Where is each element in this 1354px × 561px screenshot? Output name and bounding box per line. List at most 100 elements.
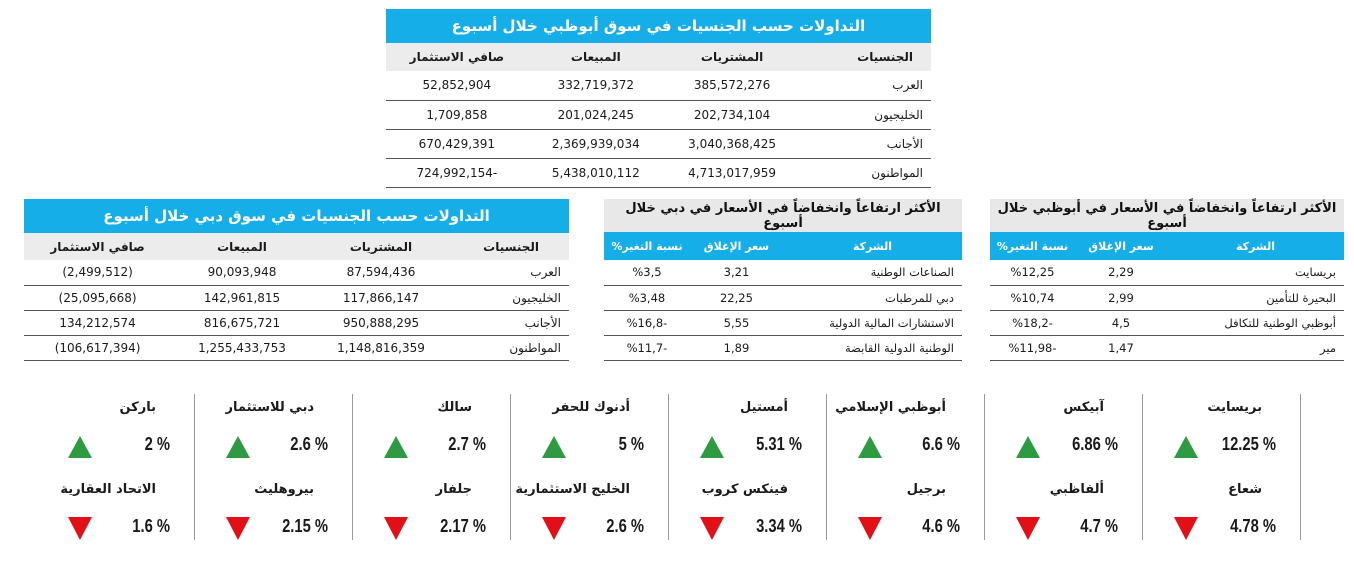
table-row: الخليجيون 202,734,104 201,024,245 1,709,… xyxy=(386,100,931,130)
nationality-cell: العرب xyxy=(800,71,931,101)
triangle-up-icon xyxy=(384,436,408,458)
loser-item: شعاع 4.78 % xyxy=(1142,476,1300,554)
stock-name: أمستيل xyxy=(740,400,788,415)
header-change-pct: نسبة التغير% xyxy=(611,239,683,253)
stock-change: 4.7 % xyxy=(1080,516,1118,536)
table-row: أبوظبي الوطنية للتكافل 4,5 %18,2- xyxy=(990,310,1344,336)
stock-name: فينكس كروب xyxy=(701,482,788,497)
stock-change: 2.7 % xyxy=(448,434,486,454)
close-price-cell: 2,29 xyxy=(1074,260,1167,286)
loser-item: الخليج الاستثمارية 2.6 % xyxy=(510,476,668,554)
stock-name: بريسايت xyxy=(1207,400,1262,415)
stock-name: آبيكس xyxy=(1063,400,1104,415)
close-price-cell: 1,47 xyxy=(1074,335,1167,361)
sales-cell: 142,961,815 xyxy=(171,285,313,311)
nationality-cell: العرب xyxy=(449,260,569,286)
stock-change: 2.15 % xyxy=(282,516,328,536)
change-cell: %10,74 xyxy=(990,285,1075,311)
company-cell: بريسايت xyxy=(1167,260,1344,286)
stock-change: 1.6 % xyxy=(132,516,170,536)
triangle-down-icon xyxy=(1016,517,1040,540)
gainer-item: أدنوك للحفر 5 % xyxy=(510,394,668,472)
stock-change: 2.6 % xyxy=(290,434,328,454)
company-cell: أبوظبي الوطنية للتكافل xyxy=(1167,310,1344,336)
header-close-price: سعر الإغلاق xyxy=(703,239,770,253)
dubai-movers-title: الأكثر ارتفاعاً وانخفاضاً في الأسعار في … xyxy=(604,199,962,232)
triangle-up-icon xyxy=(542,436,566,458)
close-price-cell: 2,99 xyxy=(1074,285,1167,311)
company-cell: الوطنية الدولية القابضة xyxy=(783,335,962,361)
stock-change: 4.78 % xyxy=(1230,516,1276,536)
table-row: العرب 87,594,436 90,093,948 (2,499,512) xyxy=(24,260,569,286)
stock-name: سالك xyxy=(437,400,472,415)
company-cell: البحيرة للتأمين xyxy=(1167,285,1344,311)
net-cell: 52,852,904 xyxy=(386,71,528,101)
ad-movers-title: الأكثر ارتفاعاً وانخفاضاً في الأسعار في … xyxy=(990,199,1344,232)
table-row: الأجانب 950,888,295 816,675,721 134,212,… xyxy=(24,310,569,336)
triangle-down-icon xyxy=(384,517,408,540)
net-cell: 724,992,154- xyxy=(386,158,528,188)
header-purchases: المشتريات xyxy=(349,239,413,254)
sales-cell: 2,369,939,034 xyxy=(527,129,664,159)
net-cell: (2,499,512) xyxy=(24,260,172,286)
purchases-cell: 950,888,295 xyxy=(312,310,450,336)
dubai-movers-grid: الشركة سعر الإغلاق نسبة التغير% الصناعات… xyxy=(604,232,962,361)
header-company: الشركة xyxy=(852,239,892,253)
triangle-down-icon xyxy=(68,517,92,540)
table-row: العرب 385,572,276 332,719,372 52,852,904 xyxy=(386,71,931,101)
header-close-price: سعر الإغلاق xyxy=(1088,239,1154,253)
triangle-up-icon xyxy=(700,436,724,458)
loser-item: برجيل 4.6 % xyxy=(826,476,984,554)
sales-cell: 201,024,245 xyxy=(527,100,664,130)
sales-cell: 332,719,372 xyxy=(527,71,664,101)
header-change-pct: نسبة التغير% xyxy=(996,239,1069,253)
nationality-cell: الأجانب xyxy=(800,129,931,159)
gainer-item: باركن 2 % xyxy=(36,394,194,472)
purchases-cell: 117,866,147 xyxy=(312,285,450,311)
nationality-cell: الأجانب xyxy=(449,310,569,336)
stock-name: الخليج الاستثمارية xyxy=(515,482,630,497)
purchases-cell: 4,713,017,959 xyxy=(663,158,801,188)
stock-change: 2.17 % xyxy=(440,516,486,536)
ad-movers-grid: الشركة سعر الإغلاق نسبة التغير% بريسايت … xyxy=(990,232,1344,361)
table-row: الخليجيون 117,866,147 142,961,815 (25,09… xyxy=(24,285,569,311)
header-net-investment: صافي الاستثمار xyxy=(409,50,505,64)
net-cell: 134,212,574 xyxy=(24,310,172,336)
grid-divider xyxy=(984,394,985,540)
gainer-item: أبوظبي الإسلامي 6.6 % xyxy=(826,394,984,472)
dubai-movers-table: الأكثر ارتفاعاً وانخفاضاً في الأسعار في … xyxy=(604,199,962,361)
gainer-item: دبي للاستثمار 2.6 % xyxy=(194,394,352,472)
stock-change: 3.34 % xyxy=(756,516,802,536)
stock-name: جلفار xyxy=(435,482,472,497)
purchases-cell: 1,148,816,359 xyxy=(312,335,450,361)
close-price-cell: 1,89 xyxy=(689,335,783,361)
change-cell: %3,48 xyxy=(604,285,690,311)
purchases-cell: 87,594,436 xyxy=(312,260,450,286)
loser-item: بيروهليث 2.15 % xyxy=(194,476,352,554)
stock-change: 6.6 % xyxy=(922,434,960,454)
close-price-cell: 4,5 xyxy=(1074,310,1167,336)
triangle-down-icon xyxy=(700,517,724,540)
stock-change: 2.6 % xyxy=(606,516,644,536)
table-row: الأجانب 3,040,368,425 2,369,939,034 670,… xyxy=(386,129,931,159)
change-cell: %3,5 xyxy=(604,260,690,286)
triangle-up-icon xyxy=(1016,436,1040,458)
triangle-down-icon xyxy=(1174,517,1198,540)
table-row: الوطنية الدولية القابضة 1,89 %11,7- xyxy=(604,335,962,361)
net-cell: (106,617,394) xyxy=(24,335,172,361)
grid-divider xyxy=(826,394,827,540)
stock-name: دبي للاستثمار xyxy=(225,400,314,415)
ad-movers-table: الأكثر ارتفاعاً وانخفاضاً في الأسعار في … xyxy=(990,199,1344,361)
close-price-cell: 3,21 xyxy=(689,260,783,286)
stock-name: أبوظبي الإسلامي xyxy=(835,400,946,415)
header-company: الشركة xyxy=(1235,239,1275,253)
header-sales: المبيعات xyxy=(217,239,267,254)
header-nationalities: الجنسيات xyxy=(857,50,913,64)
header-sales: المبيعات xyxy=(570,50,621,64)
gainer-item: سالك 2.7 % xyxy=(352,394,510,472)
adx-table-title: التداولات حسب الجنسيات في سوق أبوظبي خلا… xyxy=(386,9,931,43)
adx-table: الجنسيات المشتريات المبيعات صافي الاستثم… xyxy=(386,43,931,188)
gainer-item: أمستيل 5.31 % xyxy=(668,394,826,472)
adx-nationalities-table: التداولات حسب الجنسيات في سوق أبوظبي خلا… xyxy=(386,9,931,188)
stock-change: 5.31 % xyxy=(756,434,802,454)
